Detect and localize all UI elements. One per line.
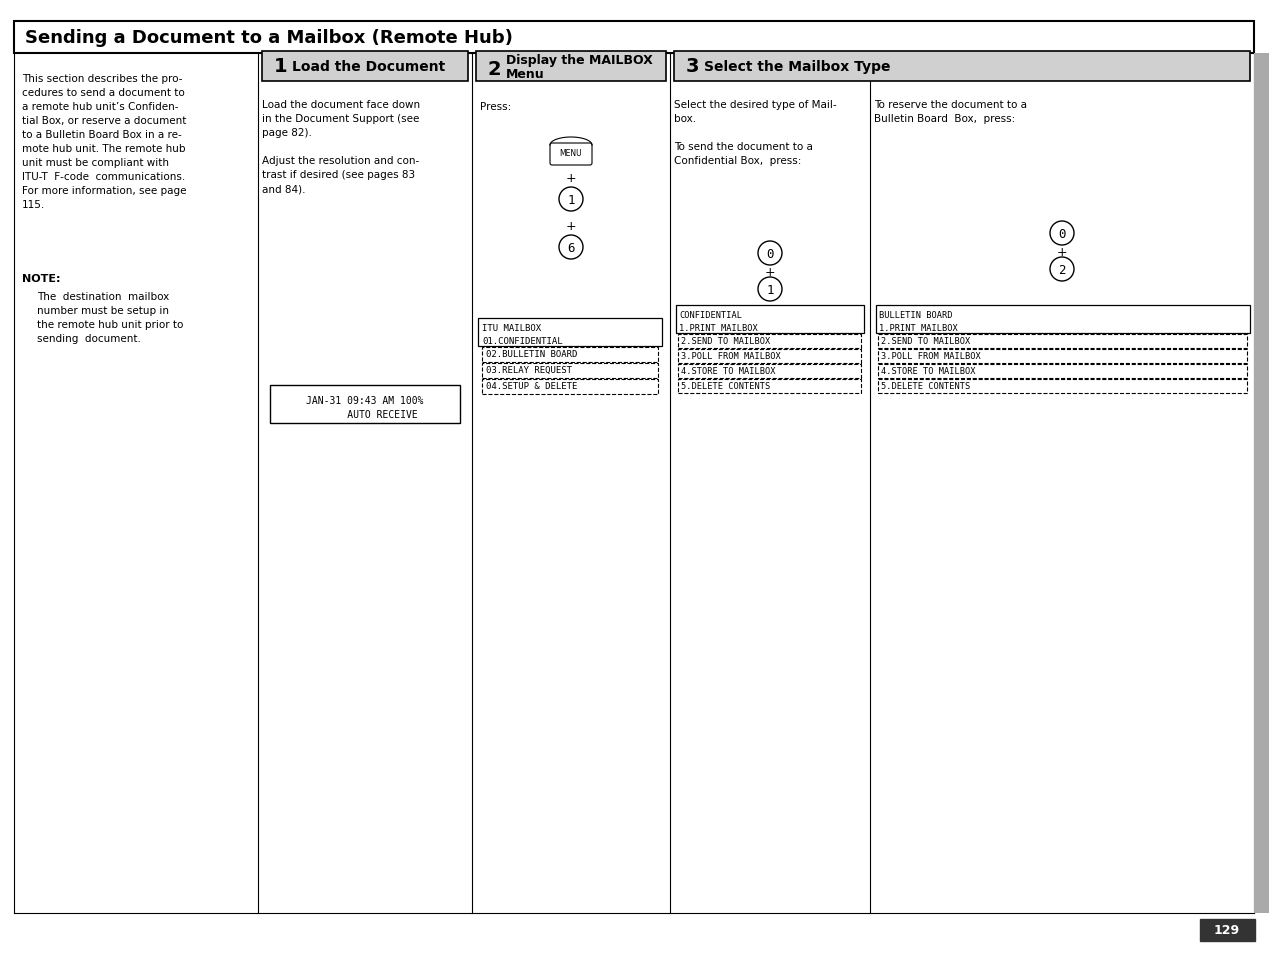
FancyBboxPatch shape xyxy=(478,318,662,347)
Text: sending  document.: sending document. xyxy=(37,334,141,344)
FancyBboxPatch shape xyxy=(1200,919,1255,941)
Text: 4.STORE TO MAILBOX: 4.STORE TO MAILBOX xyxy=(681,367,775,375)
Text: Menu: Menu xyxy=(506,68,544,81)
Circle shape xyxy=(758,242,782,266)
Text: Select the Mailbox Type: Select the Mailbox Type xyxy=(704,60,891,74)
FancyBboxPatch shape xyxy=(878,365,1247,378)
Text: a remote hub unit’s Confiden-: a remote hub unit’s Confiden- xyxy=(22,102,179,112)
Text: Confidential Box,  press:: Confidential Box, press: xyxy=(674,156,802,166)
Text: Bulletin Board  Box,  press:: Bulletin Board Box, press: xyxy=(874,113,1015,124)
FancyBboxPatch shape xyxy=(14,22,1254,54)
Text: BULLETIN BOARD: BULLETIN BOARD xyxy=(879,311,953,319)
Text: AUTO RECEIVE: AUTO RECEIVE xyxy=(312,410,418,419)
Text: Display the MAILBOX: Display the MAILBOX xyxy=(506,54,652,67)
Text: in the Document Support (see: in the Document Support (see xyxy=(261,113,419,124)
FancyBboxPatch shape xyxy=(270,386,459,423)
Text: to a Bulletin Board Box in a re-: to a Bulletin Board Box in a re- xyxy=(22,130,181,140)
Text: 0: 0 xyxy=(766,247,774,260)
Text: 1: 1 xyxy=(766,283,774,296)
FancyBboxPatch shape xyxy=(261,52,468,82)
FancyBboxPatch shape xyxy=(676,306,864,334)
FancyBboxPatch shape xyxy=(1254,54,1269,913)
Text: 2.SEND TO MAILBOX: 2.SEND TO MAILBOX xyxy=(681,336,770,346)
FancyBboxPatch shape xyxy=(678,350,860,364)
Text: Press:: Press: xyxy=(480,102,511,112)
Text: CONFIDENTIAL: CONFIDENTIAL xyxy=(679,311,742,319)
Text: +: + xyxy=(566,219,576,233)
Text: 3.POLL FROM MAILBOX: 3.POLL FROM MAILBOX xyxy=(881,352,981,360)
Text: 3.POLL FROM MAILBOX: 3.POLL FROM MAILBOX xyxy=(681,352,780,360)
Text: +: + xyxy=(566,172,576,184)
Text: the remote hub unit prior to: the remote hub unit prior to xyxy=(37,319,184,330)
Text: 03.RELAY REQUEST: 03.RELAY REQUEST xyxy=(486,366,572,375)
Circle shape xyxy=(758,277,782,302)
FancyBboxPatch shape xyxy=(678,379,860,394)
FancyBboxPatch shape xyxy=(482,364,659,378)
Text: MENU: MENU xyxy=(560,150,582,158)
Circle shape xyxy=(1049,257,1074,282)
Text: 2: 2 xyxy=(1058,263,1066,276)
Text: To send the document to a: To send the document to a xyxy=(674,142,813,152)
Circle shape xyxy=(560,188,582,212)
Circle shape xyxy=(1049,222,1074,246)
FancyBboxPatch shape xyxy=(878,379,1247,394)
Text: 02.BULLETIN BOARD: 02.BULLETIN BOARD xyxy=(486,350,577,358)
Text: The  destination  mailbox: The destination mailbox xyxy=(37,292,169,302)
Text: box.: box. xyxy=(674,113,697,124)
Text: 2: 2 xyxy=(489,60,501,79)
Text: For more information, see page: For more information, see page xyxy=(22,186,187,195)
FancyBboxPatch shape xyxy=(482,348,659,363)
Text: and 84).: and 84). xyxy=(261,184,306,193)
Text: To reserve the document to a: To reserve the document to a xyxy=(874,100,1027,110)
Text: tial Box, or reserve a document: tial Box, or reserve a document xyxy=(22,116,187,126)
Text: Load the Document: Load the Document xyxy=(292,60,445,74)
Text: Adjust the resolution and con-: Adjust the resolution and con- xyxy=(261,156,419,166)
Text: JAN-31 09:43 AM 100%: JAN-31 09:43 AM 100% xyxy=(306,395,424,406)
Text: 1.PRINT MAILBOX: 1.PRINT MAILBOX xyxy=(679,324,758,333)
Text: unit must be compliant with: unit must be compliant with xyxy=(22,158,169,168)
Text: 2.SEND TO MAILBOX: 2.SEND TO MAILBOX xyxy=(881,336,971,346)
Text: ITU MAILBOX: ITU MAILBOX xyxy=(482,324,541,333)
Text: Sending a Document to a Mailbox (Remote Hub): Sending a Document to a Mailbox (Remote … xyxy=(25,29,513,47)
Text: 3: 3 xyxy=(687,57,699,76)
Text: 115.: 115. xyxy=(22,200,46,210)
Text: ITU-T  F-code  communications.: ITU-T F-code communications. xyxy=(22,172,185,182)
Text: 01.CONFIDENTIAL: 01.CONFIDENTIAL xyxy=(482,336,562,346)
Text: Load the document face down: Load the document face down xyxy=(261,100,420,110)
Text: 5.DELETE CONTENTS: 5.DELETE CONTENTS xyxy=(681,381,770,391)
Text: Select the desired type of Mail-: Select the desired type of Mail- xyxy=(674,100,836,110)
FancyBboxPatch shape xyxy=(476,52,666,82)
Text: 5.DELETE CONTENTS: 5.DELETE CONTENTS xyxy=(881,381,971,391)
Text: NOTE:: NOTE: xyxy=(22,274,61,284)
Text: 1.PRINT MAILBOX: 1.PRINT MAILBOX xyxy=(879,324,958,333)
Circle shape xyxy=(560,235,582,260)
Text: cedures to send a document to: cedures to send a document to xyxy=(22,88,185,98)
Text: trast if desired (see pages 83: trast if desired (see pages 83 xyxy=(261,170,415,180)
Text: 6: 6 xyxy=(567,241,575,254)
FancyBboxPatch shape xyxy=(674,52,1250,82)
FancyBboxPatch shape xyxy=(878,335,1247,349)
Text: page 82).: page 82). xyxy=(261,128,312,138)
Text: 04.SETUP & DELETE: 04.SETUP & DELETE xyxy=(486,381,577,391)
Text: 4.STORE TO MAILBOX: 4.STORE TO MAILBOX xyxy=(881,367,976,375)
Text: +: + xyxy=(1057,245,1067,258)
Text: +: + xyxy=(765,265,775,278)
FancyBboxPatch shape xyxy=(549,144,593,166)
Text: 1: 1 xyxy=(274,57,288,76)
Text: 129: 129 xyxy=(1214,923,1240,937)
FancyBboxPatch shape xyxy=(678,365,860,378)
FancyBboxPatch shape xyxy=(678,335,860,349)
Text: mote hub unit. The remote hub: mote hub unit. The remote hub xyxy=(22,144,185,153)
FancyBboxPatch shape xyxy=(876,306,1250,334)
Text: 0: 0 xyxy=(1058,227,1066,240)
FancyBboxPatch shape xyxy=(482,379,659,395)
Text: 1: 1 xyxy=(567,193,575,206)
Text: number must be setup in: number must be setup in xyxy=(37,306,169,315)
Text: This section describes the pro-: This section describes the pro- xyxy=(22,74,183,84)
FancyBboxPatch shape xyxy=(878,350,1247,364)
